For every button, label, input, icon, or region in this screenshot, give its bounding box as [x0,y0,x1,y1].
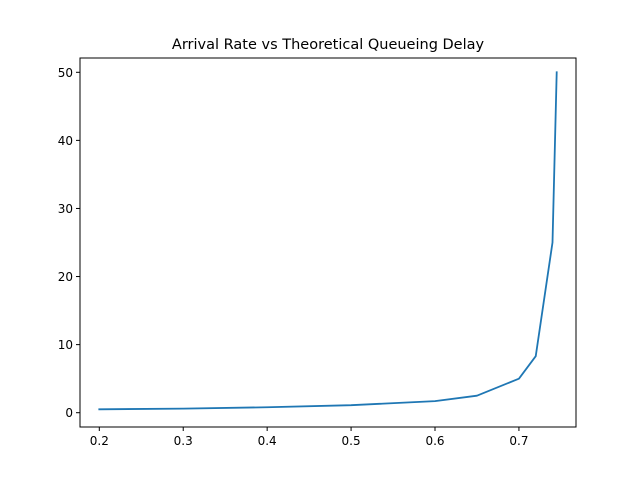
x-tick-label: 0.2 [90,434,109,448]
y-tick-label: 50 [58,66,73,80]
y-axis: 0 10 20 30 40 50 [58,66,80,420]
y-tick-label: 0 [65,406,73,420]
y-tick-label: 40 [58,134,73,148]
y-tick-label: 10 [58,338,73,352]
y-tick-label: 30 [58,202,73,216]
x-tick-label: 0.5 [342,434,361,448]
axes-frame [79,57,577,428]
series-line [98,71,558,411]
y-tick-label: 20 [58,270,73,284]
plot-area: 0.2 0.3 0.4 0.5 0.6 0.7 0 10 20 30 40 50 [58,57,577,448]
series-layer [98,71,558,411]
x-tick-label: 0.6 [425,434,444,448]
chart-title: Arrival Rate vs Theoretical Queueing Del… [172,37,485,53]
x-axis: 0.2 0.3 0.4 0.5 0.6 0.7 [90,427,528,448]
x-tick-label: 0.7 [509,434,528,448]
x-tick-label: 0.3 [174,434,193,448]
x-tick-label: 0.4 [258,434,277,448]
